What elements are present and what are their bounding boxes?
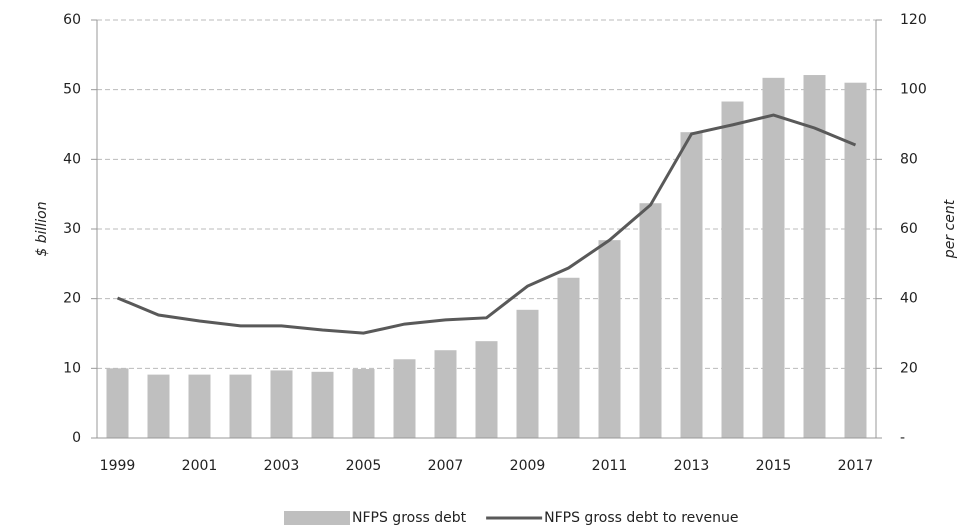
y-axis-label: $ billion [34, 201, 50, 256]
x-tick-label: 2015 [756, 458, 792, 474]
y-tick-label: 60 [63, 12, 81, 28]
legend-label: NFPS gross debt to revenue [544, 510, 738, 526]
x-tick-label: 2001 [182, 458, 218, 474]
bar [434, 350, 457, 438]
y-tick-label: 50 [63, 82, 81, 98]
bar [147, 374, 170, 438]
bar [803, 75, 826, 438]
y2-tick-label: 80 [900, 151, 918, 167]
x-tick-label: 2007 [428, 458, 464, 474]
x-tick-label: 2017 [838, 458, 874, 474]
y-tick-label: 0 [72, 430, 81, 446]
bar [229, 374, 252, 438]
x-tick-label: 2013 [674, 458, 710, 474]
y-tick-label: 10 [63, 360, 81, 376]
legend-swatch [284, 511, 350, 525]
bar [680, 132, 703, 438]
y2-tick-label: 100 [900, 82, 927, 98]
y2-tick-label: 120 [900, 12, 927, 28]
bar [311, 371, 334, 438]
line [116, 113, 857, 335]
legend-label: NFPS gross debt [352, 510, 467, 526]
x-tick-label: 2009 [510, 458, 546, 474]
bar [721, 101, 744, 438]
bar [106, 368, 129, 438]
bar [352, 369, 375, 438]
bar [393, 359, 416, 438]
bar [516, 309, 539, 438]
bar [639, 203, 662, 438]
y2-tick-label: 40 [900, 291, 918, 307]
bar [188, 374, 211, 438]
y-tick-label: 30 [63, 221, 81, 237]
bar [475, 341, 498, 438]
bar [270, 370, 293, 438]
bar [598, 240, 621, 438]
bar [762, 77, 785, 438]
y2-axis-label: per cent [942, 199, 958, 259]
y2-tick-label: 60 [900, 221, 918, 237]
bar [844, 82, 867, 438]
x-tick-label: 2005 [346, 458, 382, 474]
bar [557, 277, 580, 438]
y2-tick-label: 20 [900, 360, 918, 376]
y-tick-label: 40 [63, 151, 81, 167]
y-tick-label: 20 [63, 291, 81, 307]
x-tick-label: 2003 [264, 458, 300, 474]
x-tick-label: 1999 [100, 458, 136, 474]
y2-tick-label: - [900, 430, 905, 446]
x-tick-label: 2011 [592, 458, 628, 474]
